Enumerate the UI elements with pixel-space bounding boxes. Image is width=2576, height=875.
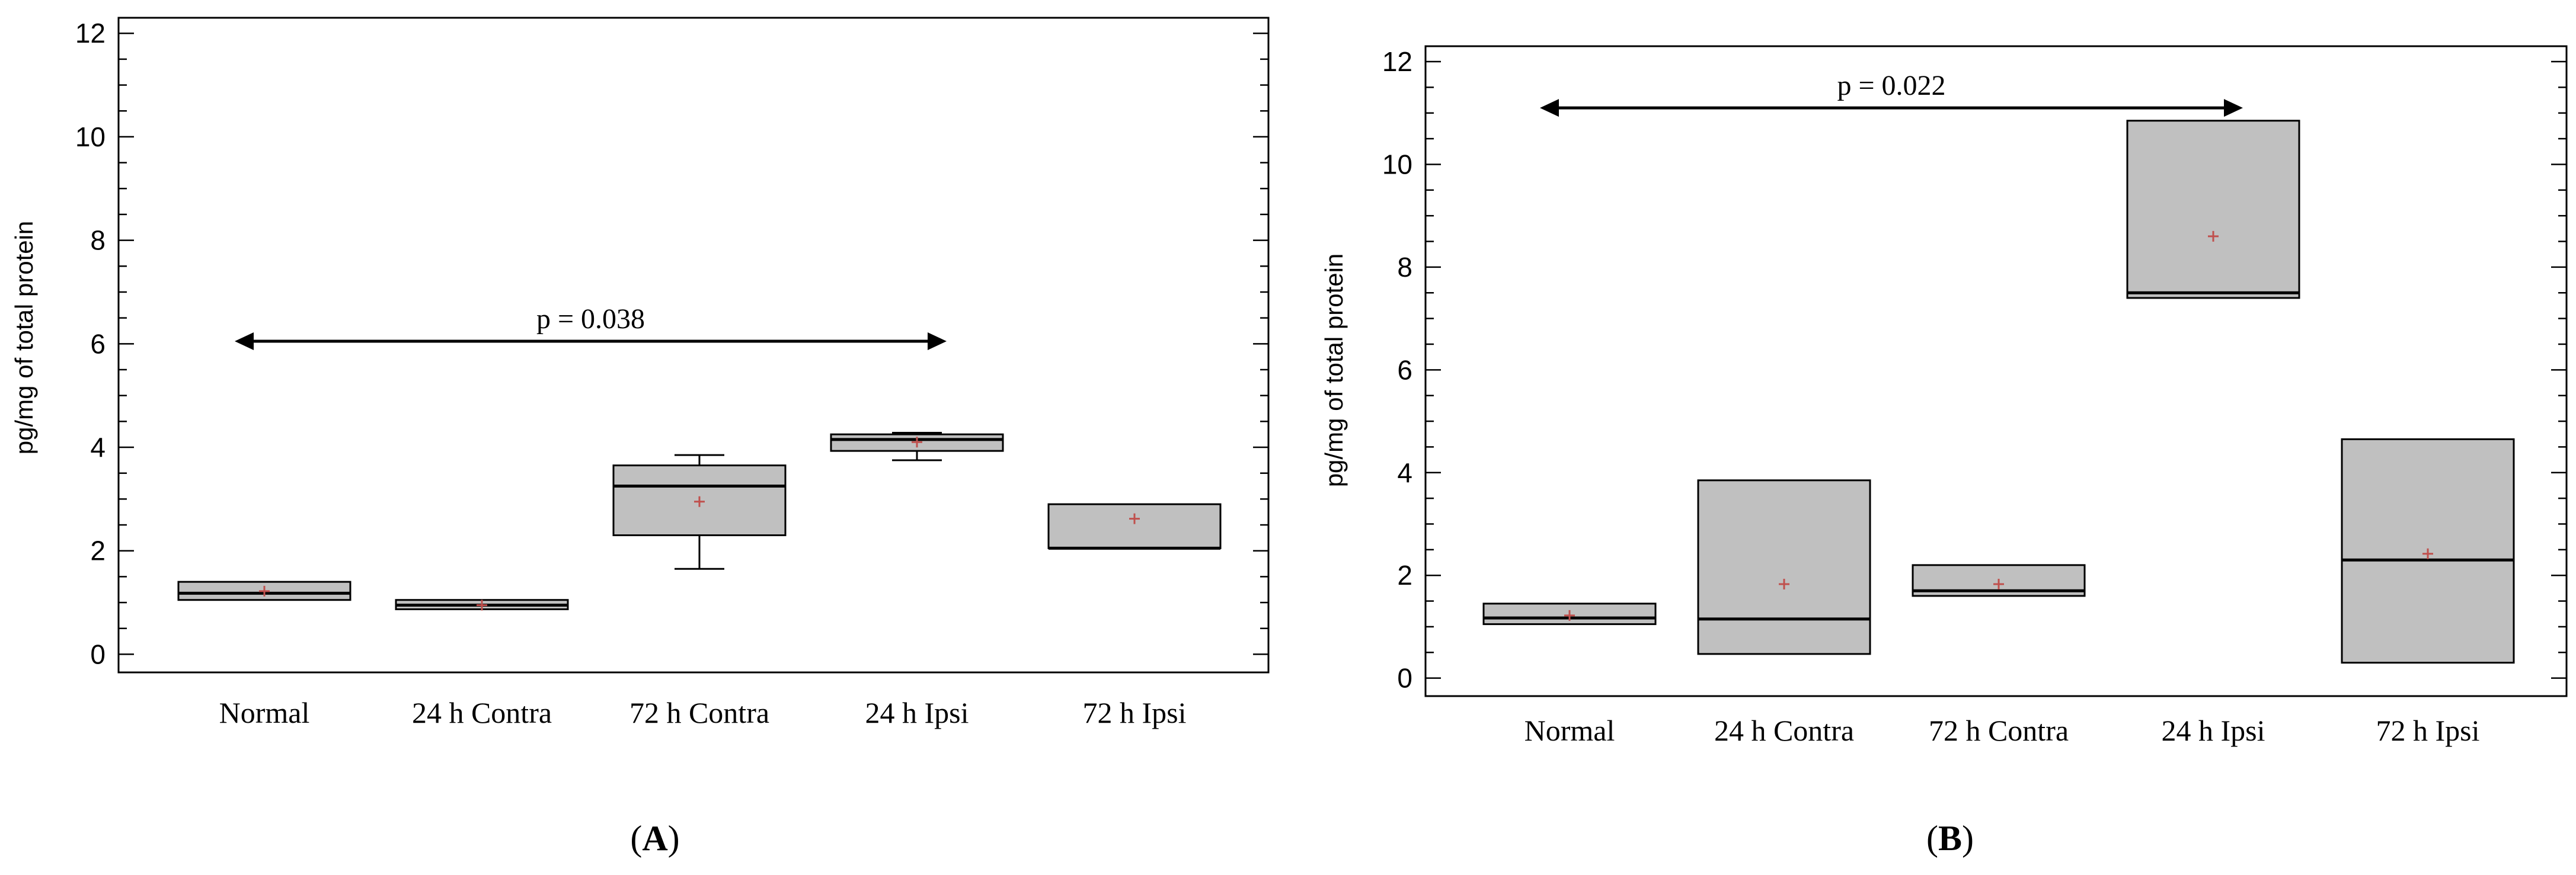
y-tick-label: 8 [1397, 252, 1412, 283]
x-category-label: 24 h Ipsi [2162, 714, 2265, 747]
box-group [395, 599, 569, 611]
x-category-label: 24 h Contra [1714, 714, 1854, 747]
box [1697, 479, 1871, 655]
mean-marker [259, 585, 270, 597]
y-tick-label: 0 [90, 639, 106, 669]
box-group [1047, 503, 1222, 550]
p-value-label: p = 0.022 [1837, 70, 1945, 101]
mean-marker [1129, 513, 1140, 524]
y-axis-title: pg/mg of total protein [1320, 254, 1348, 488]
arrowhead-left [1540, 99, 1559, 117]
y-tick-label: 6 [90, 328, 106, 359]
x-category-label: 72 h Ipsi [1083, 696, 1187, 729]
x-category-label: 24 h Contra [412, 696, 552, 729]
y-tick-label: 0 [1397, 663, 1412, 694]
plot-frame [117, 17, 1270, 674]
box-group [1482, 602, 1657, 626]
mean-marker [1779, 578, 1789, 589]
significance-annotation: p = 0.022 [1540, 70, 2243, 117]
mean-marker [477, 600, 487, 611]
box-group [2341, 438, 2515, 664]
arrowhead-left [235, 332, 254, 350]
y-tick-label: 4 [90, 432, 106, 463]
mean-marker [912, 437, 922, 448]
y-axis-title: pg/mg of total protein [10, 221, 38, 455]
y-tick-label: 10 [75, 121, 106, 152]
p-value-label: p = 0.038 [536, 303, 645, 335]
x-category-label: 72 h Contra [1929, 714, 2069, 747]
panel-label: (A) [630, 819, 679, 858]
arrowhead-right [928, 332, 947, 350]
arrowhead-right [2224, 99, 2243, 117]
plot-frame [1424, 45, 2568, 697]
x-category-label: Normal [1524, 714, 1615, 747]
y-tick-label: 2 [90, 536, 106, 566]
box-group [177, 581, 351, 601]
box-group [830, 432, 1004, 461]
y-tick-label: 8 [90, 225, 106, 256]
y-tick-label: 2 [1397, 560, 1412, 591]
x-category-label: Normal [219, 696, 310, 729]
box-group [2126, 120, 2300, 299]
box-group [1912, 564, 2086, 597]
mean-marker [2208, 230, 2219, 242]
y-tick-label: 10 [1382, 149, 1412, 180]
y-tick-label: 12 [1382, 46, 1412, 77]
x-category-label: 72 h Ipsi [2376, 714, 2480, 747]
box [2126, 120, 2300, 299]
mean-marker [694, 496, 705, 507]
y-tick-label: 4 [1397, 457, 1412, 488]
x-category-label: 24 h Ipsi [865, 696, 969, 729]
y-tick-label: 12 [75, 18, 106, 49]
y-tick-label: 6 [1397, 354, 1412, 385]
mean-marker [1564, 610, 1575, 621]
mean-marker [2422, 548, 2433, 559]
box [1047, 503, 1222, 549]
panel-b: 0 2 4 6 8 10 12 pg/mg of total protein Normal 24 … [1320, 45, 2568, 858]
box-group [1697, 479, 1871, 655]
panel-label: (B) [1926, 819, 1974, 858]
mean-marker [1993, 578, 2004, 589]
panel-a: 0 2 4 6 8 10 12 pg/mg of total protein Normal 24 … [10, 17, 1270, 858]
significance-annotation: p = 0.038 [235, 303, 947, 350]
box-group [612, 454, 787, 570]
x-category-label: 72 h Contra [629, 696, 769, 729]
